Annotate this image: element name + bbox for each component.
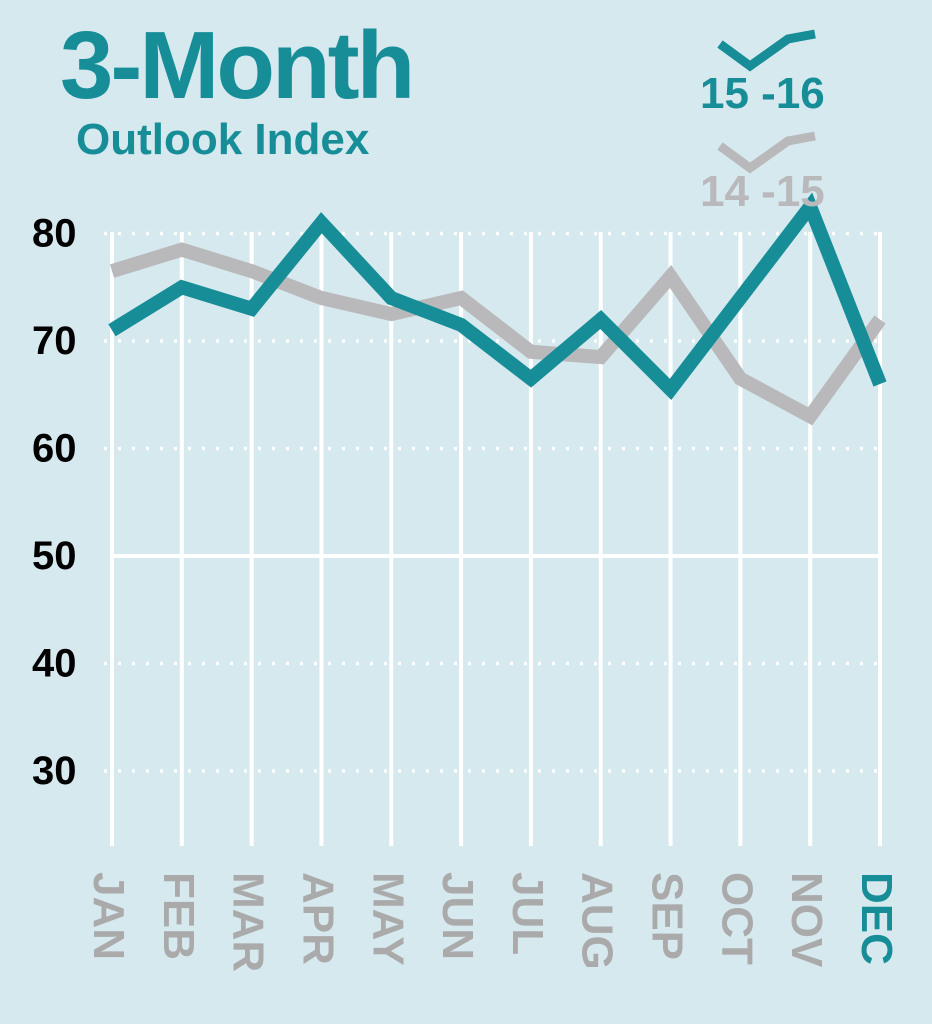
legend-label: 14 -15 <box>700 167 825 216</box>
series-line <box>109 242 886 426</box>
x-tick-label: JAN <box>84 872 133 960</box>
series-line <box>108 192 887 400</box>
legend: 15 -16 14 -15 <box>700 29 825 216</box>
y-tick-label: 40 <box>32 642 77 686</box>
x-tick-label: JUL <box>503 872 552 955</box>
y-tick-label: 30 <box>32 749 77 793</box>
x-tick-label: JUN <box>433 872 482 960</box>
y-tick-label: 70 <box>32 319 77 363</box>
x-tick-label: NOV <box>782 872 831 968</box>
series <box>108 192 887 426</box>
x-tick-label: MAR <box>224 872 273 972</box>
chart-title: 3-Month <box>60 12 415 119</box>
chart-subtitle: Outlook Index <box>76 115 370 164</box>
legend-line-icon <box>717 131 816 174</box>
x-tick-label: OCT <box>712 872 761 965</box>
grid <box>104 231 888 846</box>
y-tick-label: 60 <box>32 427 77 471</box>
x-tick-label: SEP <box>643 872 692 960</box>
x-tick-label: MAY <box>363 872 412 966</box>
x-tick-label: APR <box>293 872 342 965</box>
legend-label: 15 -16 <box>700 69 825 118</box>
x-tick-label: FEB <box>154 872 203 960</box>
y-axis: 30 40 50 60 70 80 <box>32 212 77 794</box>
y-tick-label: 50 <box>32 534 77 578</box>
x-tick-label: AUG <box>573 872 622 970</box>
y-tick-label: 80 <box>32 212 77 256</box>
legend-line-icon <box>717 29 816 72</box>
x-tick-label-highlight: DEC <box>852 872 901 965</box>
x-axis: JAN FEB MAR APR MAY JUN JUL AUG SEP OCT NOV DEC <box>84 872 901 972</box>
